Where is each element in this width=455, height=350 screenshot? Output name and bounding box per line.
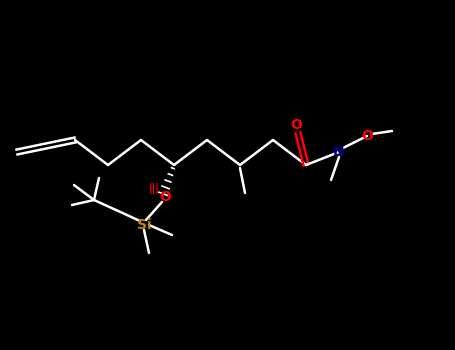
Text: O: O (159, 190, 171, 204)
Text: |||: ||| (149, 183, 159, 195)
Text: O: O (290, 118, 302, 132)
Text: O: O (361, 129, 373, 143)
Text: N: N (333, 145, 345, 159)
Text: Si: Si (136, 218, 152, 232)
